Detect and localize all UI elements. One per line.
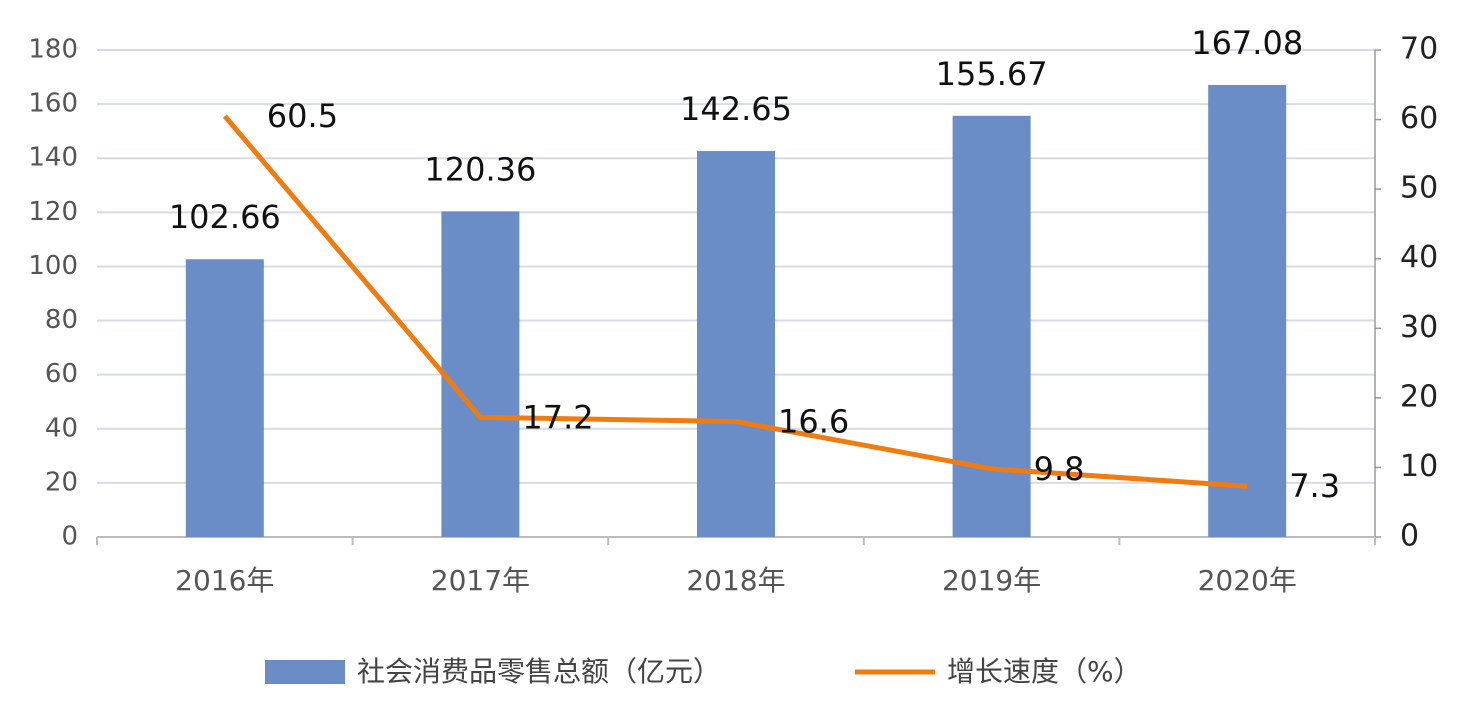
x-tick-label: 2020年 — [1198, 564, 1297, 597]
line-value-label: 17.2 — [522, 398, 593, 436]
legend-label: 增长速度（%） — [947, 655, 1142, 688]
line-value-label: 60.5 — [267, 97, 338, 135]
bar-value-label: 142.65 — [680, 90, 792, 128]
y-tick-label: 0 — [61, 522, 78, 552]
line-value-label: 9.8 — [1034, 450, 1085, 488]
line-value-label: 7.3 — [1289, 467, 1340, 505]
bar — [1208, 84, 1287, 537]
legend-label: 社会消费品零售总额（亿元） — [357, 655, 721, 688]
y-tick-label: 20 — [45, 467, 78, 497]
y-tick-label: 120 — [28, 197, 78, 227]
y-tick-label: 60 — [45, 359, 78, 389]
bar — [441, 211, 520, 538]
bar — [185, 259, 264, 537]
x-tick-label: 2016年 — [175, 564, 274, 597]
y2-tick-label: 20 — [1400, 379, 1438, 414]
y2-tick-label: 10 — [1400, 449, 1438, 484]
bar — [697, 151, 775, 538]
y-tick-label: 180 — [28, 35, 78, 65]
y-tick-label: 140 — [28, 143, 78, 173]
y2-tick-label: 50 — [1400, 171, 1438, 206]
y2-tick-label: 60 — [1400, 101, 1438, 136]
bar-value-label: 102.66 — [169, 198, 281, 236]
y2-tick-label: 40 — [1400, 240, 1438, 275]
y2-tick-label: 70 — [1400, 32, 1438, 67]
bar-value-label: 155.67 — [936, 55, 1048, 93]
y-tick-label: 100 — [28, 251, 78, 281]
bar — [952, 115, 1031, 537]
line — [222, 114, 1248, 489]
line-value-label: 16.6 — [778, 403, 849, 441]
x-tick-label: 2017年 — [431, 564, 530, 597]
x-tick-label: 2018年 — [686, 564, 785, 597]
y-tick-label: 80 — [45, 305, 78, 335]
y-tick-label: 160 — [28, 89, 78, 119]
y2-tick-label: 30 — [1400, 310, 1438, 345]
x-tick-label: 2019年 — [942, 564, 1041, 597]
bar-value-label: 167.08 — [1191, 24, 1303, 62]
y-tick-label: 40 — [45, 413, 78, 443]
legend-swatch — [265, 660, 345, 684]
bar-value-label: 120.36 — [424, 150, 536, 188]
y2-tick-label: 0 — [1400, 519, 1419, 554]
